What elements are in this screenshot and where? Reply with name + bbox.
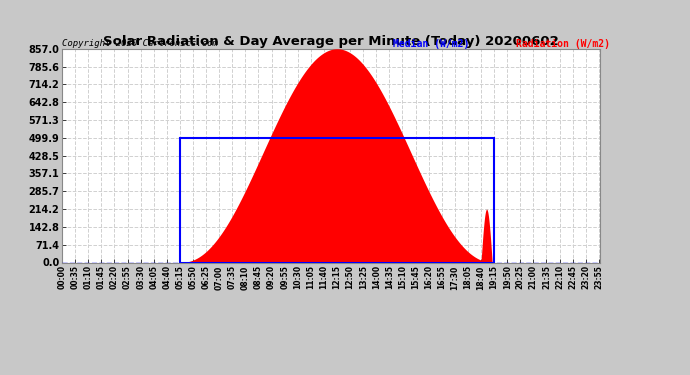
Text: Copyright 2020 Cartronics.com: Copyright 2020 Cartronics.com (62, 39, 218, 48)
Text: Median (W/m2): Median (W/m2) (393, 39, 470, 49)
Title: Solar Radiation & Day Average per Minute (Today) 20200602: Solar Radiation & Day Average per Minute… (104, 34, 559, 48)
Bar (180, 138, 494, 262)
Text: Radiation (W/m2): Radiation (W/m2) (516, 39, 610, 49)
